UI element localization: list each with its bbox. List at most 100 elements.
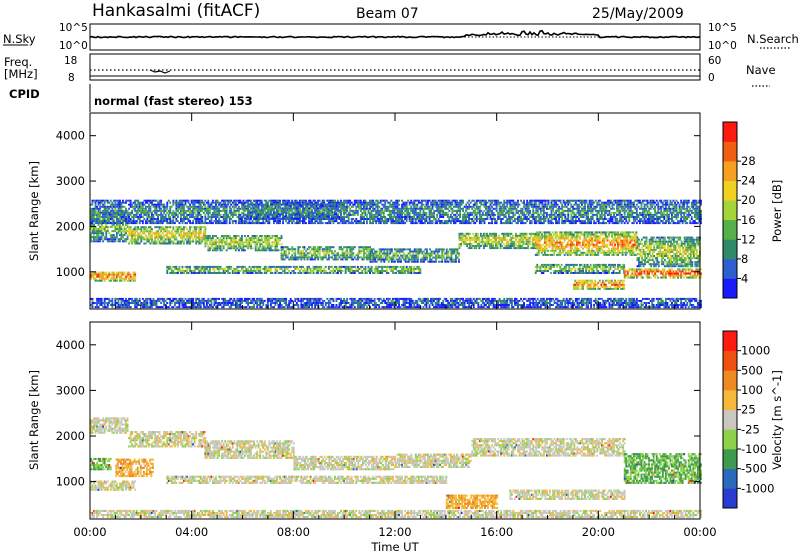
power-cell xyxy=(527,247,529,249)
power-cell xyxy=(383,261,385,263)
power-cell xyxy=(241,237,243,239)
power-cell xyxy=(398,302,400,304)
power-cell xyxy=(526,235,528,237)
power-cell xyxy=(478,239,480,241)
power-cell xyxy=(326,298,328,300)
power-cell xyxy=(410,272,412,274)
power-cell xyxy=(175,236,177,238)
power-cell xyxy=(691,265,693,267)
power-cell xyxy=(682,255,684,257)
power-cell xyxy=(559,250,561,252)
power-cell xyxy=(365,268,367,270)
power-cell xyxy=(192,241,194,243)
power-cell xyxy=(488,241,490,243)
power-cell xyxy=(101,224,103,226)
power-cell xyxy=(622,282,624,284)
power-cell xyxy=(345,272,347,274)
power-cell xyxy=(386,251,388,253)
power-cell xyxy=(698,257,700,259)
power-cell xyxy=(446,259,448,261)
power-cell xyxy=(544,252,546,254)
power-cell xyxy=(497,245,499,247)
power-cell xyxy=(698,261,700,263)
power-cell xyxy=(127,224,129,226)
power-cell xyxy=(127,276,129,278)
power-cell xyxy=(410,266,412,268)
power-cell xyxy=(92,306,94,308)
power-cell xyxy=(393,257,395,259)
power-cell xyxy=(594,252,596,254)
power-cell xyxy=(564,248,566,250)
power-cell xyxy=(646,243,648,245)
power-cell xyxy=(314,258,316,260)
power-cell xyxy=(641,268,643,270)
power-cell xyxy=(247,300,249,302)
power-cell xyxy=(180,226,182,228)
power-cell xyxy=(322,258,324,260)
power-cell xyxy=(162,306,164,308)
power-cell xyxy=(506,239,508,241)
power-cell xyxy=(523,241,525,243)
power-cell xyxy=(654,273,656,275)
power-cell xyxy=(650,247,652,249)
power-cell xyxy=(622,250,624,252)
power-cell xyxy=(195,300,197,302)
freq-tick-right-top: 60 xyxy=(708,55,721,67)
power-cell xyxy=(653,251,655,253)
power-cell xyxy=(541,246,543,248)
power-cell xyxy=(607,286,609,288)
power-cell xyxy=(594,282,596,284)
power-cell xyxy=(381,268,383,270)
power-cell xyxy=(121,228,123,230)
power-cell xyxy=(226,241,228,243)
power-cell xyxy=(665,253,667,255)
power-cell xyxy=(262,304,264,306)
power-cell xyxy=(511,302,513,304)
power-cell xyxy=(366,272,368,274)
power-cell xyxy=(323,268,325,270)
power-cell xyxy=(92,300,94,302)
power-cell xyxy=(571,238,573,240)
power-cell xyxy=(134,232,136,234)
power-cell xyxy=(638,257,640,259)
power-cell xyxy=(681,241,683,243)
power-cell xyxy=(107,306,109,308)
power-cell xyxy=(101,230,103,232)
power-cell xyxy=(539,268,541,270)
power-cell xyxy=(494,306,496,308)
power-cell xyxy=(482,300,484,302)
power-cell xyxy=(281,243,283,245)
power-cell xyxy=(300,268,302,270)
power-cell xyxy=(258,237,260,239)
power-cell xyxy=(357,270,359,272)
power-cell xyxy=(175,298,177,300)
power-cell xyxy=(588,246,590,248)
power-cell xyxy=(644,270,646,272)
power-cell xyxy=(366,306,368,308)
power-cell xyxy=(498,235,500,237)
power-cell xyxy=(329,248,331,250)
power-cell xyxy=(128,304,130,306)
power-cell xyxy=(477,233,479,235)
power-cell xyxy=(676,253,678,255)
power-cell xyxy=(285,298,287,300)
power-cell xyxy=(459,300,461,302)
power-cell xyxy=(157,230,159,232)
power-cell xyxy=(354,246,356,248)
power-cell xyxy=(320,246,322,248)
power-cell xyxy=(457,251,459,253)
power-cell xyxy=(398,304,400,306)
power-cell xyxy=(268,241,270,243)
power-cell xyxy=(270,270,272,272)
power-cell xyxy=(268,243,270,245)
freq-tick-left-bottom: 8 xyxy=(68,72,75,84)
power-cell xyxy=(443,251,445,253)
power-cell xyxy=(512,306,514,308)
power-cell xyxy=(308,248,310,250)
power-cell xyxy=(340,272,342,274)
power-cell xyxy=(351,256,353,258)
power-cell xyxy=(536,268,538,270)
power-cell xyxy=(582,254,584,256)
power-cell xyxy=(252,247,254,249)
power-cell xyxy=(270,304,272,306)
